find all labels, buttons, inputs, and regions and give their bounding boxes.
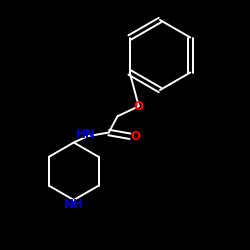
Text: HN: HN xyxy=(76,128,96,141)
Text: O: O xyxy=(134,100,144,113)
Text: O: O xyxy=(130,130,140,143)
Text: NH: NH xyxy=(64,198,84,211)
